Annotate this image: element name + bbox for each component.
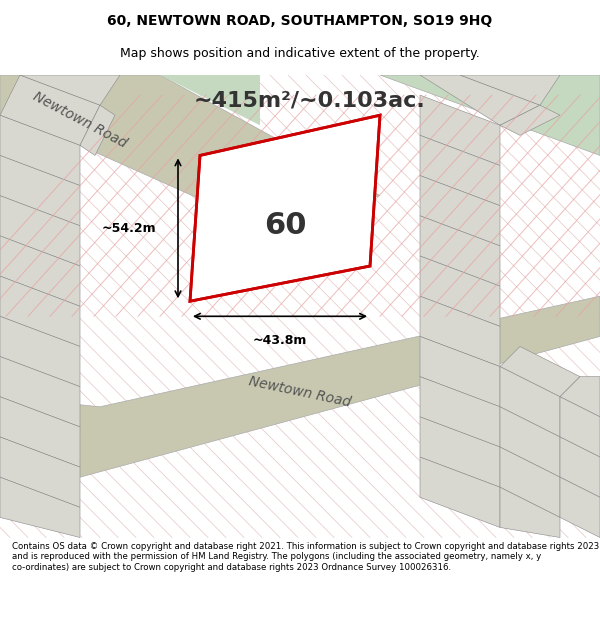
Polygon shape	[420, 95, 500, 166]
Polygon shape	[0, 316, 80, 387]
Polygon shape	[420, 377, 500, 447]
Polygon shape	[420, 176, 500, 246]
Polygon shape	[0, 296, 600, 477]
Polygon shape	[500, 346, 580, 397]
Polygon shape	[0, 75, 380, 226]
Polygon shape	[0, 156, 80, 226]
Polygon shape	[80, 105, 115, 156]
Polygon shape	[0, 477, 80, 538]
Text: ~54.2m: ~54.2m	[101, 222, 156, 235]
Polygon shape	[380, 75, 600, 156]
Polygon shape	[0, 115, 80, 186]
Polygon shape	[500, 488, 560, 538]
Polygon shape	[0, 276, 80, 346]
Polygon shape	[160, 75, 260, 125]
Text: 60, NEWTOWN ROAD, SOUTHAMPTON, SO19 9HQ: 60, NEWTOWN ROAD, SOUTHAMPTON, SO19 9HQ	[107, 14, 493, 28]
Polygon shape	[420, 457, 500, 528]
Polygon shape	[0, 437, 80, 508]
Polygon shape	[20, 75, 120, 105]
Text: Newtown Road: Newtown Road	[248, 374, 352, 409]
Polygon shape	[420, 216, 500, 286]
Text: ~415m²/~0.103ac.: ~415m²/~0.103ac.	[194, 90, 426, 110]
Polygon shape	[420, 136, 500, 206]
Polygon shape	[0, 397, 80, 467]
Polygon shape	[500, 447, 560, 518]
Polygon shape	[420, 75, 540, 125]
Polygon shape	[560, 437, 600, 498]
Polygon shape	[500, 367, 560, 437]
Polygon shape	[560, 397, 600, 457]
Polygon shape	[420, 296, 500, 367]
Polygon shape	[500, 407, 560, 477]
Polygon shape	[420, 417, 500, 488]
Polygon shape	[0, 196, 80, 266]
Text: ~43.8m: ~43.8m	[253, 334, 307, 348]
Polygon shape	[420, 256, 500, 326]
Text: Map shows position and indicative extent of the property.: Map shows position and indicative extent…	[120, 48, 480, 61]
Text: Contains OS data © Crown copyright and database right 2021. This information is : Contains OS data © Crown copyright and d…	[12, 542, 599, 572]
Text: Newtown Road: Newtown Road	[31, 89, 129, 151]
Polygon shape	[0, 356, 80, 427]
Polygon shape	[0, 75, 100, 146]
Polygon shape	[460, 75, 560, 105]
Polygon shape	[560, 377, 600, 417]
Polygon shape	[500, 105, 560, 136]
Polygon shape	[0, 236, 80, 306]
Polygon shape	[190, 115, 380, 301]
Polygon shape	[560, 477, 600, 538]
Polygon shape	[420, 336, 500, 407]
Text: 60: 60	[264, 211, 306, 241]
